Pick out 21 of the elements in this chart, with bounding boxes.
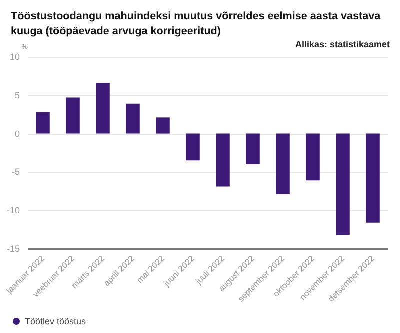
bar xyxy=(276,134,290,194)
bar xyxy=(66,98,80,134)
bar xyxy=(216,134,230,187)
bar xyxy=(246,134,260,165)
bar xyxy=(156,118,170,134)
y-tick-label: 0 xyxy=(14,128,20,139)
y-tick-label: -15 xyxy=(6,244,20,254)
legend-label: Töötlev tööstus xyxy=(25,316,87,326)
bar xyxy=(306,134,320,181)
chart-title: Tööstustoodangu mahuindeksi muutus võrreldes eelmise aasta vastava kuuga (tööpäevade arvuga korrigeeritud) xyxy=(11,10,382,38)
bar xyxy=(366,134,380,223)
bar xyxy=(96,83,110,134)
bar xyxy=(126,104,140,134)
y-tick-label: 5 xyxy=(14,90,20,100)
bar xyxy=(186,134,200,161)
bar xyxy=(336,134,350,236)
y-tick-label: -10 xyxy=(6,206,20,216)
y-tick-label: 10 xyxy=(10,52,20,62)
y-tick-label: -5 xyxy=(12,167,20,178)
text: Allikas: statistikaamet xyxy=(295,40,390,50)
bar xyxy=(36,112,50,134)
